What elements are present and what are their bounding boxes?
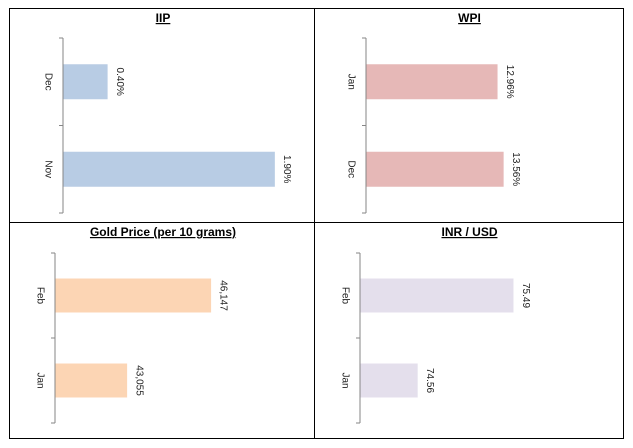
bar-jan xyxy=(360,363,418,398)
data-label: 46,147 xyxy=(217,280,228,311)
data-label: 12.96% xyxy=(504,65,515,99)
bar-dec xyxy=(366,151,504,187)
data-label: 13.56% xyxy=(510,152,521,186)
chart-wpi: WPI Jan 12.96% Dec 13.56% xyxy=(345,11,521,214)
category-label: Jan xyxy=(345,74,356,90)
category-label: Jan xyxy=(339,372,350,388)
data-label: 1.90% xyxy=(281,155,292,183)
chart-panel-iip: IIP Dec 0.40% Nov 1.90% xyxy=(9,8,315,223)
bar-dec xyxy=(63,64,108,100)
category-label: Nov xyxy=(42,160,53,178)
data-label: 75.49 xyxy=(520,283,531,308)
bar-feb xyxy=(55,278,212,313)
data-label: 43,055 xyxy=(133,365,144,396)
chart-title: IIP xyxy=(156,11,171,25)
chart-title: WPI xyxy=(458,11,481,25)
data-label: 74.56 xyxy=(424,368,435,393)
bar-feb xyxy=(360,278,514,313)
bar-jan xyxy=(55,363,128,398)
chart-iip: IIP Dec 0.40% Nov 1.90% xyxy=(42,11,292,214)
chart-panel-gold-price: Gold Price (per 10 grams) Feb 46,147 Jan 43,… xyxy=(9,223,315,439)
data-label: 0.40% xyxy=(114,68,125,96)
chart-inr-usd: INR / USD Feb 75.49 Jan 74.56 xyxy=(339,225,531,424)
chart-gold-price: Gold Price (per 10 grams) Feb 46,147 Jan 43,… xyxy=(34,225,236,424)
bar-jan xyxy=(366,64,498,100)
chart-title: INR / USD xyxy=(441,225,497,239)
bar-nov xyxy=(63,151,275,187)
category-label: Dec xyxy=(345,160,356,178)
chart-title: Gold Price (per 10 grams) xyxy=(90,225,236,239)
chart-panel-wpi: WPI Jan 12.96% Dec 13.56% xyxy=(315,8,624,223)
category-label: Feb xyxy=(34,287,45,305)
category-label: Jan xyxy=(34,372,45,388)
category-label: Feb xyxy=(339,287,350,305)
category-label: Dec xyxy=(42,73,53,91)
chart-panel-inr-usd: INR / USD Feb 75.49 Jan 74.56 xyxy=(315,223,624,439)
